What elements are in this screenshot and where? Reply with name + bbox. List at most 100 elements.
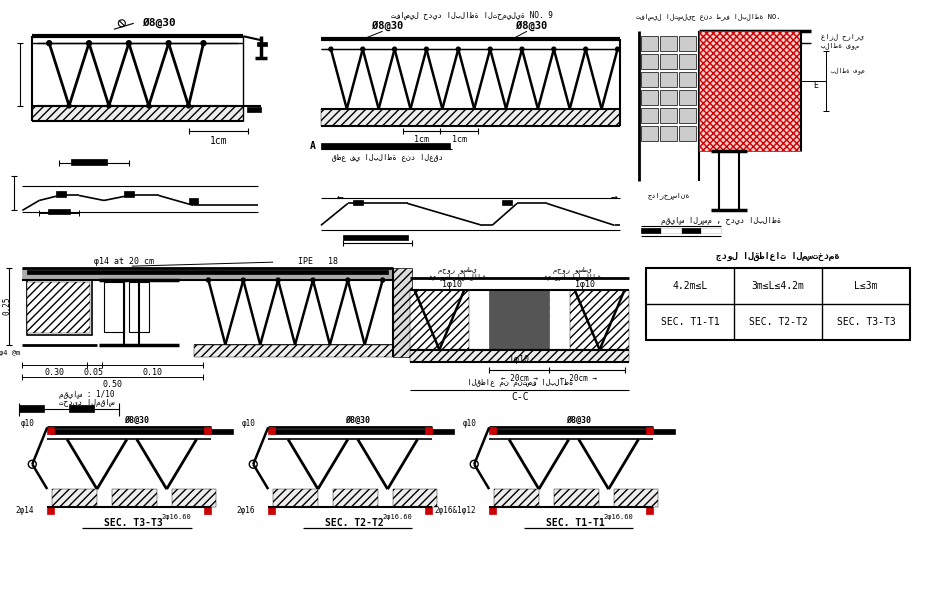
Circle shape: [361, 47, 365, 51]
Text: φ4 @m: φ4 @m: [0, 350, 20, 356]
Bar: [104, 282, 124, 332]
Bar: [268, 507, 276, 514]
Bar: [19, 406, 45, 412]
Bar: [205, 428, 211, 434]
Text: ←: ←: [336, 192, 343, 203]
Bar: [660, 54, 677, 69]
Bar: [343, 235, 407, 240]
Circle shape: [520, 47, 524, 51]
Text: 1φ10: 1φ10: [509, 355, 529, 364]
Circle shape: [201, 41, 205, 46]
Bar: [679, 54, 696, 69]
Text: IPE   18: IPE 18: [298, 257, 338, 266]
Bar: [333, 489, 378, 507]
Bar: [641, 228, 721, 233]
Bar: [171, 489, 217, 507]
Circle shape: [86, 41, 92, 46]
Bar: [660, 90, 677, 105]
Text: φ10: φ10: [462, 419, 476, 428]
Bar: [52, 489, 97, 507]
Bar: [614, 489, 658, 507]
Circle shape: [381, 278, 384, 282]
Text: 1φ10: 1φ10: [442, 280, 462, 289]
Bar: [661, 228, 681, 233]
Bar: [393, 268, 413, 357]
Text: Ø8@30: Ø8@30: [142, 18, 175, 29]
Bar: [679, 36, 696, 51]
Text: SEC. T2-T2: SEC. T2-T2: [749, 317, 808, 327]
Bar: [641, 54, 658, 69]
Bar: [494, 489, 539, 507]
Text: عازل حراري: عازل حراري: [821, 33, 863, 40]
Text: SEC. T3-T3: SEC. T3-T3: [104, 518, 163, 528]
Circle shape: [311, 278, 315, 282]
Text: Ø8@30: Ø8@30: [124, 416, 150, 425]
Bar: [679, 72, 696, 87]
Bar: [124, 191, 134, 197]
Text: في وسط البلاطة: في وسط البلاطة: [427, 274, 487, 280]
Text: جدول القطاعات المستخدمة: جدول القطاعات المستخدمة: [717, 252, 840, 261]
Bar: [409, 350, 630, 362]
Circle shape: [552, 47, 556, 51]
Text: A: A: [310, 141, 316, 151]
Bar: [112, 489, 156, 507]
Text: تفاصيل حديد البلاطة التحميلية NO. 9: تفاصيل حديد البلاطة التحميلية NO. 9: [391, 11, 553, 20]
Bar: [660, 72, 677, 87]
Text: 4.2m≤L: 4.2m≤L: [672, 281, 708, 291]
Text: محور وسطي: محور وسطي: [553, 267, 591, 274]
Bar: [47, 428, 54, 434]
Bar: [647, 268, 910, 340]
Bar: [48, 210, 70, 214]
Bar: [32, 106, 243, 121]
Text: →: →: [610, 192, 616, 203]
Bar: [699, 31, 800, 151]
Text: 2φ16: 2φ16: [237, 507, 256, 516]
Circle shape: [424, 47, 428, 51]
Bar: [425, 428, 433, 434]
Text: في وسط البلاطة: في وسط البلاطة: [542, 274, 601, 280]
Bar: [27, 270, 387, 274]
Bar: [50, 429, 233, 434]
Bar: [570, 290, 630, 350]
Bar: [490, 290, 549, 350]
Bar: [205, 507, 211, 514]
Text: 2φ14: 2φ14: [16, 507, 34, 516]
Text: Ø8@30: Ø8@30: [566, 416, 591, 425]
Bar: [641, 72, 658, 87]
Text: 1cm: 1cm: [414, 135, 429, 144]
Circle shape: [187, 104, 190, 108]
Text: ← 20cm →: ← 20cm →: [561, 374, 598, 383]
Bar: [502, 200, 512, 206]
Bar: [23, 268, 393, 280]
Text: 2φ16.60: 2φ16.60: [603, 514, 634, 520]
Text: SEC. T1-T1: SEC. T1-T1: [661, 317, 720, 327]
Bar: [679, 90, 696, 105]
Text: جدارخرسانة: جدارخرسانة: [648, 192, 690, 199]
Bar: [647, 507, 653, 514]
Bar: [27, 282, 90, 333]
Text: SEC. T3-T3: SEC. T3-T3: [837, 317, 896, 327]
Bar: [660, 36, 677, 51]
Text: 0.50: 0.50: [103, 380, 123, 389]
Bar: [641, 90, 658, 105]
Text: φ10: φ10: [21, 419, 34, 428]
Bar: [353, 200, 363, 206]
Text: بلاطة فوم: بلاطة فوم: [821, 43, 859, 50]
Bar: [268, 428, 276, 434]
Circle shape: [206, 278, 210, 282]
Bar: [641, 108, 658, 123]
Circle shape: [583, 47, 588, 51]
Text: محور وسطي: محور وسطي: [438, 267, 476, 274]
Bar: [490, 507, 496, 514]
Text: 2φ16.60: 2φ16.60: [383, 514, 413, 520]
Text: φ10: φ10: [241, 419, 256, 428]
Bar: [271, 429, 455, 434]
Bar: [188, 198, 199, 204]
Text: 0.25: 0.25: [3, 297, 12, 315]
Text: E: E: [813, 81, 818, 90]
Text: 2φ16&1φ12: 2φ16&1φ12: [435, 507, 476, 516]
Text: 1cm: 1cm: [452, 135, 467, 144]
Text: L≤3m: L≤3m: [854, 281, 878, 291]
Circle shape: [46, 41, 52, 46]
Text: SEC. T2-T2: SEC. T2-T2: [326, 518, 384, 528]
